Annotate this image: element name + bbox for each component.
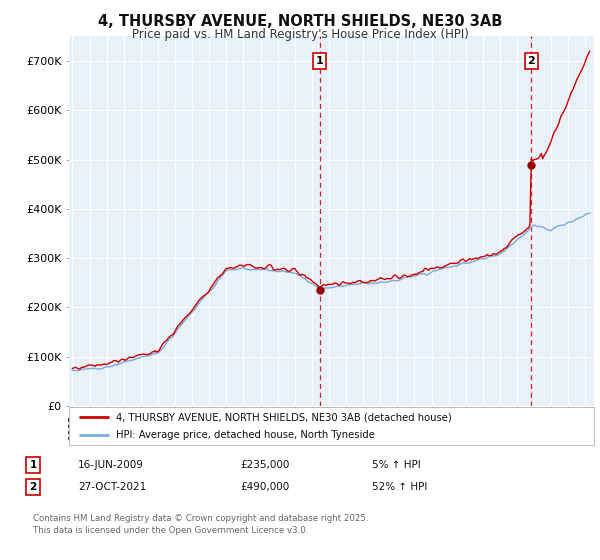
Text: 52% ↑ HPI: 52% ↑ HPI xyxy=(372,482,427,492)
Text: 27-OCT-2021: 27-OCT-2021 xyxy=(78,482,146,492)
Text: 2: 2 xyxy=(29,482,37,492)
Text: 4, THURSBY AVENUE, NORTH SHIELDS, NE30 3AB: 4, THURSBY AVENUE, NORTH SHIELDS, NE30 3… xyxy=(98,14,502,29)
Text: 1: 1 xyxy=(29,460,37,470)
Text: 1: 1 xyxy=(316,56,323,66)
Text: Price paid vs. HM Land Registry's House Price Index (HPI): Price paid vs. HM Land Registry's House … xyxy=(131,28,469,41)
Text: £490,000: £490,000 xyxy=(240,482,289,492)
Text: HPI: Average price, detached house, North Tyneside: HPI: Average price, detached house, Nort… xyxy=(116,430,375,440)
Text: £235,000: £235,000 xyxy=(240,460,289,470)
Text: 2: 2 xyxy=(527,56,535,66)
Text: Contains HM Land Registry data © Crown copyright and database right 2025.
This d: Contains HM Land Registry data © Crown c… xyxy=(33,514,368,535)
Text: 16-JUN-2009: 16-JUN-2009 xyxy=(78,460,144,470)
Text: 4, THURSBY AVENUE, NORTH SHIELDS, NE30 3AB (detached house): 4, THURSBY AVENUE, NORTH SHIELDS, NE30 3… xyxy=(116,412,452,422)
Text: 5% ↑ HPI: 5% ↑ HPI xyxy=(372,460,421,470)
